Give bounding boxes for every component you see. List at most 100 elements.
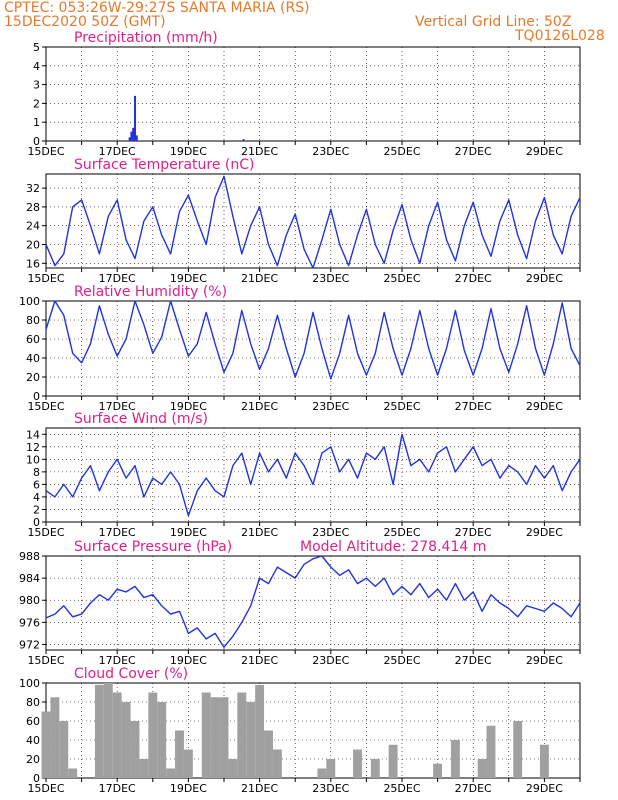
header-location: CPTEC: 053:26W-29:27S SANTA MARIA (RS) bbox=[4, 0, 310, 16]
precipitation-xtick-label: 19DEC bbox=[170, 145, 207, 158]
humidity-ytick-label: 20 bbox=[26, 371, 40, 384]
cloud-cover-bar bbox=[255, 684, 265, 778]
humidity-ytick-label: 0 bbox=[33, 390, 40, 403]
pressure-title: Surface Pressure (hPa) bbox=[74, 539, 232, 555]
wind-ytick-label: 14 bbox=[26, 428, 40, 441]
cloud-cover-xtick-label: 23DEC bbox=[312, 782, 349, 795]
cloud-cover-bar bbox=[59, 721, 69, 778]
humidity-ytick-label: 100 bbox=[19, 295, 40, 308]
cloud-cover-bar bbox=[130, 721, 140, 778]
pressure-ytick-label: 976 bbox=[19, 616, 40, 629]
humidity-frame bbox=[45, 300, 581, 397]
cloud-cover-bar bbox=[326, 759, 336, 778]
cloud-cover-bar bbox=[486, 725, 496, 778]
pressure-ytick-label: 972 bbox=[19, 638, 40, 651]
cloud-cover-bar bbox=[388, 744, 398, 778]
pressure-xtick-label: 19DEC bbox=[170, 654, 207, 667]
humidity-xtick-label: 25DEC bbox=[383, 400, 420, 413]
cloud-cover-bar bbox=[148, 692, 158, 778]
cloud-cover-bar bbox=[433, 763, 443, 778]
wind-frame bbox=[45, 427, 581, 523]
pressure-ytick-label: 980 bbox=[19, 594, 40, 607]
wind-ytick-label: 10 bbox=[26, 453, 40, 466]
cloud-cover-bar bbox=[513, 721, 523, 778]
temperature-ytick-label: 32 bbox=[26, 182, 40, 195]
wind-ytick-label: 4 bbox=[33, 491, 40, 504]
temperature-xtick-label: 15DEC bbox=[27, 272, 64, 285]
pressure-xtick-label: 21DEC bbox=[241, 654, 278, 667]
precipitation-bar bbox=[130, 131, 133, 141]
wind-ytick-label: 2 bbox=[33, 503, 40, 516]
cloud-cover-xtick-label: 29DEC bbox=[526, 782, 563, 795]
humidity-xtick-label: 21DEC bbox=[241, 400, 278, 413]
wind-ytick-label: 0 bbox=[33, 516, 40, 529]
cloud-cover-xtick-label: 27DEC bbox=[455, 782, 492, 795]
cloud-cover-bar bbox=[228, 759, 238, 778]
cloud-cover-bar bbox=[94, 684, 104, 778]
cloud-cover-ytick-label: 0 bbox=[33, 772, 40, 785]
cloud-cover-ytick-label: 80 bbox=[26, 696, 40, 709]
panel-humidity: 0 20 40 60 80 100 15DEC 17DEC 19DEC 21DEC 23DEC 25D… bbox=[19, 284, 581, 413]
header-model-id: TQ0126L028 bbox=[515, 28, 605, 44]
cloud-cover-ytick-label: 60 bbox=[26, 715, 40, 728]
precipitation-xtick-label: 25DEC bbox=[383, 145, 420, 158]
cloud-cover-bar bbox=[370, 759, 380, 778]
cloud-cover-bar bbox=[121, 702, 131, 778]
pressure-ytick-label: 988 bbox=[19, 550, 40, 563]
humidity-xtick-label: 23DEC bbox=[312, 400, 349, 413]
pressure-xtick-label: 29DEC bbox=[526, 654, 563, 667]
humidity-series-line bbox=[45, 300, 581, 380]
temperature-ytick-label: 16 bbox=[26, 257, 40, 270]
cloud-cover-bar bbox=[50, 697, 60, 778]
pressure-ytick-label: 984 bbox=[19, 572, 40, 585]
wind-xtick-label: 17DEC bbox=[99, 526, 136, 539]
temperature-xtick-label: 21DEC bbox=[241, 272, 278, 285]
precipitation-xtick-label: 21DEC bbox=[241, 145, 278, 158]
cloud-cover-xtick-label: 17DEC bbox=[99, 782, 136, 795]
wind-ytick-label: 8 bbox=[33, 466, 40, 479]
wind-xtick-label: 23DEC bbox=[312, 526, 349, 539]
precipitation-bar bbox=[128, 137, 131, 141]
cloud-cover-bar bbox=[317, 768, 327, 778]
pressure-xtick-label: 23DEC bbox=[312, 654, 349, 667]
temperature-xtick-label: 27DEC bbox=[455, 272, 492, 285]
humidity-xtick-label: 17DEC bbox=[99, 400, 136, 413]
panel-cloud-cover: 0 20 40 60 80 100 15DEC 17DEC 19DEC 21DEC 23DEC 25D… bbox=[19, 666, 581, 795]
temperature-xtick-label: 23DEC bbox=[312, 272, 349, 285]
humidity-xtick-label: 29DEC bbox=[526, 400, 563, 413]
temperature-xtick-label: 17DEC bbox=[99, 272, 136, 285]
precipitation-ytick-label: 3 bbox=[33, 79, 40, 92]
precipitation-frame bbox=[45, 46, 581, 142]
cloud-cover-bar bbox=[41, 711, 51, 778]
panel-precipitation: 0 1 2 3 4 5 15DEC 17DEC 19DEC 21DEC 23DEC 25DEC 27DE… bbox=[27, 30, 581, 158]
cloud-cover-bar bbox=[219, 697, 229, 778]
cloud-cover-bar bbox=[112, 692, 122, 778]
cloud-cover-bar bbox=[539, 744, 549, 778]
humidity-ytick-label: 40 bbox=[26, 352, 40, 365]
panel-temperature: 16 20 24 28 32 15DEC 17DEC 19DEC 21DEC 23DEC 25DEC… bbox=[26, 157, 581, 285]
cloud-cover-bar bbox=[353, 749, 362, 778]
cloud-cover-xtick-label: 21DEC bbox=[241, 782, 278, 795]
cloud-cover-bar bbox=[175, 730, 184, 778]
humidity-xtick-label: 19DEC bbox=[170, 400, 207, 413]
temperature-xtick-label: 29DEC bbox=[526, 272, 563, 285]
wind-xtick-label: 29DEC bbox=[526, 526, 563, 539]
humidity-xtick-label: 27DEC bbox=[455, 400, 492, 413]
cloud-cover-bar bbox=[157, 702, 167, 778]
temperature-xtick-label: 25DEC bbox=[383, 272, 420, 285]
pressure-xtick-label: 25DEC bbox=[383, 654, 420, 667]
pressure-series-line bbox=[45, 555, 581, 648]
cloud-cover-bar bbox=[272, 749, 282, 778]
precipitation-xtick-label: 23DEC bbox=[312, 145, 349, 158]
wind-ytick-label: 6 bbox=[33, 478, 40, 491]
precipitation-bar bbox=[135, 135, 138, 141]
temperature-title: Surface Temperature (nC) bbox=[74, 157, 255, 173]
precipitation-bar bbox=[132, 127, 135, 141]
precipitation-bar bbox=[134, 95, 136, 141]
header-grid-note: Vertical Grid Line: 50Z bbox=[415, 14, 572, 30]
precipitation-xtick-label: 15DEC bbox=[27, 145, 64, 158]
precipitation-bar bbox=[242, 139, 245, 141]
cloud-cover-ytick-label: 40 bbox=[26, 734, 40, 747]
wind-xtick-label: 27DEC bbox=[455, 526, 492, 539]
